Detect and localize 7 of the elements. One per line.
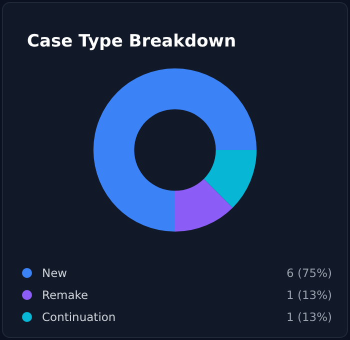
legend-label: Continuation xyxy=(42,310,117,324)
legend-label: Remake xyxy=(42,288,90,302)
data-label: 1 (13%) xyxy=(286,288,332,302)
data-label: 6 (75%) xyxy=(286,266,332,280)
data-label: 1 (13%) xyxy=(286,310,332,324)
legend-label: New xyxy=(42,266,68,280)
chart-title: Case Type Breakdown xyxy=(27,32,236,52)
